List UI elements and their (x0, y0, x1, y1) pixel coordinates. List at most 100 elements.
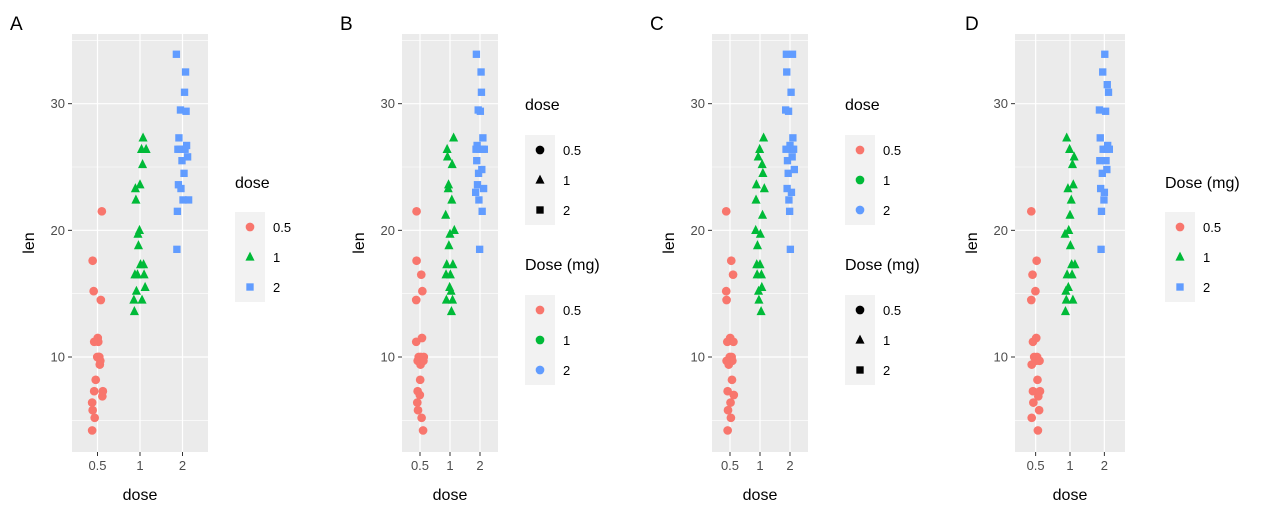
y-tick-label: 10 (381, 350, 395, 365)
data-point (1105, 145, 1113, 153)
data-point (1104, 88, 1113, 96)
data-point (1066, 194, 1076, 204)
y-tick-label: 30 (51, 96, 65, 111)
panel-a: A 10 20 30 0.5 1 2 dose len dose 0.5 1 2 (10, 14, 291, 504)
data-point (1035, 356, 1044, 366)
data-point (181, 145, 189, 153)
data-point (1101, 50, 1109, 58)
data-point (755, 259, 765, 269)
data-point (129, 294, 139, 304)
data-point (415, 375, 425, 385)
data-point (88, 405, 97, 415)
legend: Dose (mg) 0.5 1 2 (845, 257, 920, 385)
data-point (135, 179, 145, 189)
legend-label: 0.5 (1203, 220, 1221, 235)
data-point (181, 68, 190, 76)
x-tick-label: 0.5 (411, 458, 429, 473)
data-point (479, 184, 488, 193)
data-point (476, 107, 485, 115)
legend-title: Dose (mg) (1165, 175, 1240, 192)
x-axis-title: dose (123, 487, 158, 504)
data-point (184, 196, 193, 204)
data-point (726, 413, 736, 423)
data-point (87, 398, 97, 407)
data-point (1063, 183, 1073, 193)
data-point (723, 405, 733, 415)
data-point (133, 240, 144, 250)
y-tick-label: 20 (51, 223, 65, 238)
data-point (174, 181, 183, 189)
y-tick-label: 30 (994, 96, 1008, 111)
x-tick-label: 2 (786, 458, 793, 473)
data-point (782, 50, 791, 58)
data-point (478, 165, 486, 174)
data-point (1069, 151, 1079, 161)
data-point (726, 398, 735, 407)
data-point (1096, 156, 1104, 165)
panel-letter: C (650, 14, 664, 35)
data-point (412, 256, 421, 266)
y-tick-label: 30 (691, 96, 705, 111)
data-point (182, 107, 190, 115)
panel-d: D 10 20 30 0.5 1 2 dose len Dose (mg) 0.5 1 2 (964, 14, 1240, 504)
data-point (751, 179, 761, 189)
data-point (788, 153, 796, 161)
data-point (790, 165, 798, 174)
data-point (93, 337, 103, 347)
data-point (446, 305, 456, 316)
legend-label: 2 (883, 203, 890, 218)
data-point (445, 269, 455, 279)
data-point (411, 295, 421, 305)
legend-label: 2 (273, 280, 280, 295)
data-point (1062, 132, 1072, 142)
data-point (1060, 305, 1071, 316)
x-axis-title: dose (743, 487, 778, 504)
panel-letter: A (10, 14, 23, 35)
data-point (477, 88, 486, 96)
legend-key (245, 251, 255, 261)
data-point (1027, 413, 1037, 423)
data-point (419, 352, 429, 362)
data-point (441, 209, 451, 219)
data-point (475, 196, 483, 204)
data-point (757, 209, 768, 219)
data-point (473, 141, 481, 150)
data-point (180, 169, 188, 178)
data-point (721, 206, 731, 216)
data-point (442, 151, 453, 161)
data-point (449, 224, 459, 235)
data-point (783, 68, 791, 76)
data-point (1028, 270, 1037, 280)
data-point (1100, 188, 1109, 197)
data-point (1034, 405, 1044, 415)
data-point (418, 286, 427, 296)
legend-key (855, 305, 865, 315)
data-point (1065, 240, 1075, 250)
data-point (96, 295, 106, 305)
data-point (416, 270, 426, 280)
data-point (445, 228, 455, 238)
data-point (447, 294, 458, 304)
legend-title: dose (235, 175, 270, 192)
legend-label: 0.5 (883, 143, 901, 158)
data-point (1061, 294, 1071, 304)
panel-letter: B (340, 14, 353, 35)
data-point (412, 398, 422, 407)
data-point (753, 151, 763, 161)
data-point (789, 145, 798, 153)
data-point (785, 207, 794, 216)
data-point (417, 413, 426, 423)
data-point (786, 245, 795, 254)
data-point (417, 333, 427, 343)
legend: dose 0.5 1 2 (845, 97, 901, 225)
legend-label: 0.5 (273, 220, 291, 235)
legend-label: 2 (883, 363, 890, 378)
data-point (1067, 159, 1078, 169)
data-point (782, 145, 790, 153)
data-point (1102, 156, 1110, 165)
data-point (1026, 295, 1036, 305)
y-axis-title: len (964, 232, 981, 253)
data-point (179, 196, 187, 204)
data-point (756, 269, 766, 279)
legend-title: Dose (mg) (525, 257, 600, 274)
